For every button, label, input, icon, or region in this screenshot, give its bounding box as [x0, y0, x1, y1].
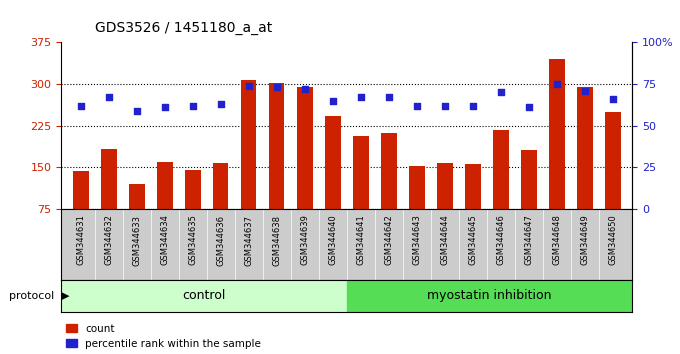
Bar	[493, 130, 509, 209]
Bar	[129, 184, 144, 209]
Point	[327, 98, 338, 104]
Text: GSM344649: GSM344649	[580, 215, 590, 265]
Point	[131, 108, 142, 114]
Text: GSM344633: GSM344633	[133, 215, 141, 266]
Text: myostatin inhibition: myostatin inhibition	[427, 289, 552, 302]
Text: GSM344647: GSM344647	[524, 215, 533, 266]
Text: GSM344631: GSM344631	[76, 215, 85, 266]
Text: protocol: protocol	[9, 291, 54, 301]
Text: GDS3526 / 1451180_a_at: GDS3526 / 1451180_a_at	[95, 21, 273, 35]
Point	[216, 101, 226, 107]
Point	[159, 104, 170, 110]
Bar	[61, 280, 347, 312]
Point	[103, 95, 114, 100]
Point	[188, 103, 199, 109]
Point	[271, 85, 282, 90]
Point	[356, 95, 367, 100]
Bar	[549, 59, 564, 209]
Bar	[605, 112, 620, 209]
Text: GSM344643: GSM344643	[412, 215, 422, 266]
Bar	[353, 136, 369, 209]
Text: GSM344642: GSM344642	[384, 215, 393, 265]
Point	[439, 103, 450, 109]
Text: GSM344632: GSM344632	[104, 215, 114, 266]
Point	[243, 83, 254, 88]
Text: control: control	[182, 289, 226, 302]
Point	[579, 88, 590, 93]
Bar	[241, 80, 256, 209]
Point	[411, 103, 422, 109]
Bar	[325, 116, 341, 209]
Point	[524, 104, 534, 110]
Bar	[73, 171, 88, 209]
Text: GSM344650: GSM344650	[609, 215, 617, 265]
Point	[607, 96, 618, 102]
Text: GSM344637: GSM344637	[244, 215, 253, 266]
Bar	[409, 166, 424, 209]
Text: GSM344635: GSM344635	[188, 215, 197, 266]
Point	[384, 95, 394, 100]
Text: GSM344646: GSM344646	[496, 215, 505, 266]
Legend: count, percentile rank within the sample: count, percentile rank within the sample	[67, 324, 261, 349]
Bar	[381, 133, 396, 209]
Bar	[347, 280, 632, 312]
Text: ▶: ▶	[61, 291, 69, 301]
Text: GSM344645: GSM344645	[469, 215, 477, 265]
Text: GSM344634: GSM344634	[160, 215, 169, 266]
Text: GSM344648: GSM344648	[552, 215, 561, 266]
Bar	[577, 87, 592, 209]
Bar	[437, 163, 452, 209]
Bar	[101, 149, 116, 209]
Text: GSM344641: GSM344641	[356, 215, 365, 265]
Point	[495, 90, 506, 95]
Point	[75, 103, 86, 109]
Bar	[269, 83, 284, 209]
Bar	[521, 149, 537, 209]
Text: GSM344644: GSM344644	[441, 215, 449, 265]
Point	[467, 103, 478, 109]
Bar	[213, 164, 228, 209]
Bar	[185, 170, 201, 209]
Bar	[465, 165, 481, 209]
Text: GSM344639: GSM344639	[301, 215, 309, 266]
Point	[551, 81, 562, 87]
Bar	[297, 87, 313, 209]
Text: GSM344636: GSM344636	[216, 215, 225, 266]
Bar	[157, 162, 173, 209]
Text: GSM344638: GSM344638	[272, 215, 282, 266]
Text: GSM344640: GSM344640	[328, 215, 337, 265]
Point	[299, 86, 310, 92]
